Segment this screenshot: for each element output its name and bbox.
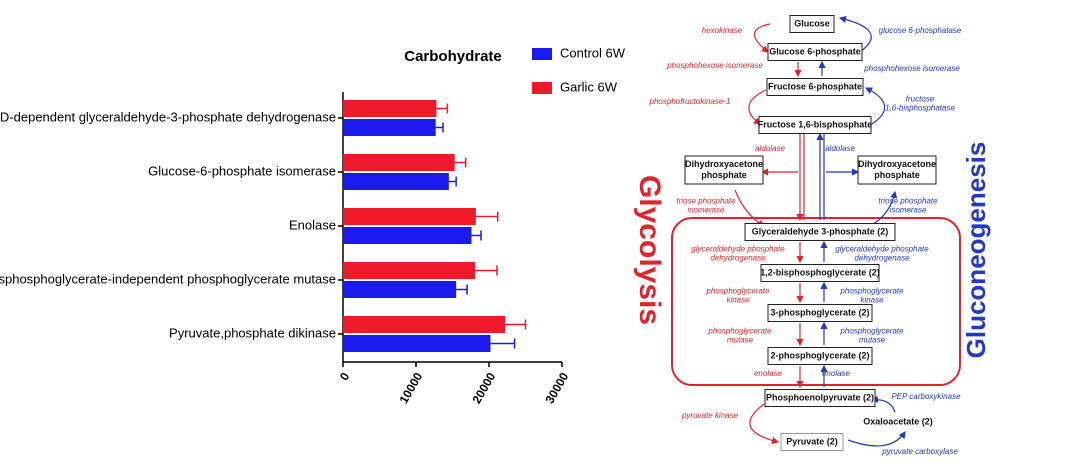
error-bar — [471, 230, 482, 241]
enzyme-label: enolase — [754, 369, 783, 378]
node-box — [767, 347, 873, 365]
enzyme-label: kinase — [726, 296, 750, 305]
pathway-diagram: Glycolysis Gluconeogenesis Glucose Glucos… — [633, 15, 991, 456]
bar — [343, 173, 449, 190]
x-tick-label: 10000 — [397, 370, 426, 406]
legend-swatch — [532, 82, 552, 94]
node-label: 1,2-bisphosphoglycerate (2) — [760, 267, 880, 277]
legend-label: Garlic 6W — [560, 79, 618, 94]
node-box — [780, 433, 844, 451]
node-label: Dihydroxyacetone — [685, 159, 763, 169]
enzyme-label: mutase — [727, 336, 754, 345]
enzyme-label: glyceraldehyde phosphate — [691, 245, 785, 254]
bar — [343, 316, 506, 333]
enzyme-label: phosphohexose isomerase — [863, 64, 960, 73]
node-label: phosphate — [701, 170, 747, 180]
node-box — [764, 389, 876, 407]
node-box — [760, 264, 880, 282]
node-box — [758, 116, 872, 134]
bar — [343, 227, 472, 244]
x-tick-label: 0 — [337, 370, 353, 383]
node-label: Dihydroxyacetone — [858, 159, 936, 169]
enzyme-label: pyruvate carboxylase — [881, 447, 958, 456]
error-bar — [435, 122, 444, 133]
node-label: Glucose 6-phosphate — [769, 46, 861, 56]
error-bar — [454, 157, 467, 168]
enzyme-label: mutase — [859, 336, 886, 345]
node-label: Oxaloacetate (2) — [863, 416, 933, 426]
bar — [343, 335, 491, 352]
arrows — [734, 15, 906, 447]
enzyme-label: phosphoglycerate — [705, 287, 770, 296]
enzyme-label: triose phosphate — [878, 197, 938, 206]
error-bar — [505, 319, 527, 330]
node-box — [767, 304, 873, 322]
enzyme-label: aldolase — [825, 144, 855, 153]
error-bar — [490, 338, 516, 349]
node-label: Fructose 1,6-bisphosphate — [758, 119, 873, 129]
node-box — [789, 15, 835, 33]
enzyme-label: glucose 6-phosphatase — [879, 26, 962, 35]
node-box — [744, 223, 896, 241]
y-tick-label: Glucose-6-phosphate isomerase — [148, 163, 336, 178]
bar — [343, 281, 457, 298]
bar — [343, 154, 455, 171]
y-tick-label: NAD-dependent glyceraldehyde-3-phosphate… — [0, 109, 336, 124]
bar — [343, 262, 476, 279]
x-tick-label: 20000 — [470, 370, 499, 406]
node-box — [857, 155, 937, 185]
pathway-region — [671, 217, 961, 386]
enzyme-label: phosphoglycerate — [839, 287, 904, 296]
node-label: Glyceraldehyde 3-phosphate (2) — [752, 226, 889, 236]
y-tick-label: Pyruvate,phosphate dikinase — [169, 325, 336, 340]
enzyme-label: dehydrogenase — [710, 254, 766, 263]
enzyme-label: isomerase — [890, 206, 927, 215]
enzyme-label: aldolase — [755, 144, 785, 153]
node-box — [767, 43, 863, 61]
enzyme-label: isomerase — [688, 206, 725, 215]
y-tick-label: Enolase — [289, 217, 336, 232]
x-tick-label: 30000 — [543, 370, 572, 406]
error-bar — [456, 284, 468, 295]
enzyme-label: phosphoglycerate — [839, 327, 904, 336]
node-label: 3-phosphoglycerate (2) — [770, 307, 869, 317]
enzyme-label: phosphoglycerate — [707, 327, 772, 336]
enzyme-label: phosphohexose isomerase — [666, 61, 763, 70]
error-bar — [448, 176, 457, 187]
chart-title: Carbohydrate — [404, 48, 502, 65]
enzyme-label: hexokinase — [702, 26, 743, 35]
node-label: Phosphoenolpyruvate (2) — [766, 392, 874, 402]
node-label: 2-phosphoglycerate (2) — [770, 350, 869, 360]
node-label: phosphate — [874, 170, 920, 180]
error-bar — [475, 265, 498, 276]
bar-chart: Carbohydrate 0 10000 20000 30000 NAD-depende… — [0, 45, 626, 406]
enzyme-label: PEP carboxykinase — [891, 392, 961, 401]
bar — [343, 119, 436, 136]
enzyme-label: dehydrogenase — [854, 254, 910, 263]
enzyme-label: enolase — [822, 369, 851, 378]
node-label: Fructose 6-phosphate — [768, 81, 862, 91]
pathway-label: Glycolysis — [633, 175, 666, 325]
node-box — [766, 78, 864, 96]
bar — [343, 100, 437, 117]
legend-swatch — [532, 48, 552, 60]
enzyme-label: 1,6-bisphosphatase — [885, 104, 955, 113]
error-bar — [475, 211, 499, 222]
bar — [343, 208, 476, 225]
legend-label: Control 6W — [560, 45, 626, 60]
error-bar — [436, 103, 449, 114]
enzyme-label: glyceraldehyde phosphate — [835, 245, 929, 254]
enzyme-label: pyruvate kinase — [681, 411, 739, 420]
y-tick-label: 2,3-bisphosphoglycerate-independent phos… — [0, 271, 336, 286]
enzyme-label: phosphofructokinase-1 — [649, 97, 731, 106]
enzyme-label: triose phosphate — [676, 197, 736, 206]
node-label: Pyruvate (2) — [786, 436, 838, 446]
node-box — [684, 155, 764, 185]
pathway-label: Gluconeogenesis — [961, 142, 991, 359]
node-label: Glucose — [794, 18, 830, 28]
enzyme-label: kinase — [860, 296, 884, 305]
enzyme-label: fructose — [906, 95, 935, 104]
